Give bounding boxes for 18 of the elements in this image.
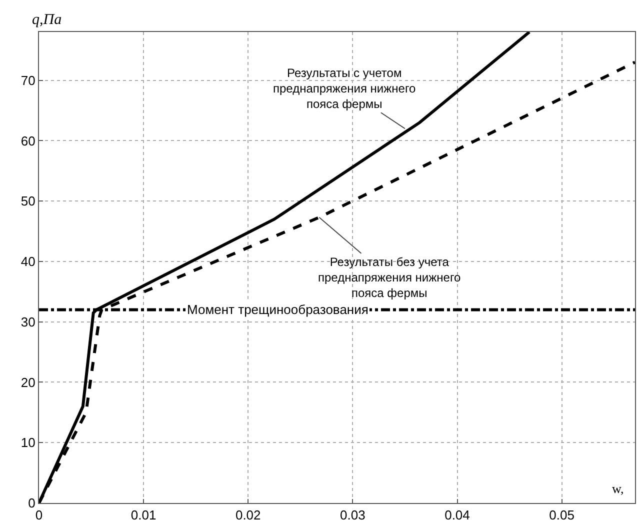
x-tick-label: 0.01 (130, 508, 156, 523)
y-tick-label: 60 (20, 133, 36, 148)
x-axis-title: w, (612, 481, 624, 496)
x-tick-label: 0.05 (549, 508, 574, 523)
y-tick-label: 20 (20, 374, 36, 390)
x-tick-label: 0.04 (444, 508, 470, 523)
x-tick-label: 0.03 (340, 508, 366, 523)
annotation: Результаты с учетом преднапряжения нижнего пояса фермы (273, 66, 416, 112)
y-tick-label: 50 (20, 194, 36, 209)
y-tick-label: 40 (20, 254, 36, 270)
annotation: Результаты без учета преднапряжения нижнего пояса фермы (318, 255, 462, 300)
ref-line-label: Момент трещинообразования (187, 302, 368, 317)
y-tick-label: 0 (28, 496, 36, 511)
y-tick-label: 30 (20, 314, 36, 330)
y-tick-label: 10 (20, 435, 36, 450)
x-tick-label: 0.02 (235, 508, 261, 523)
y-axis-title: q,Па (32, 12, 62, 28)
y-tick-label: 70 (20, 72, 36, 88)
